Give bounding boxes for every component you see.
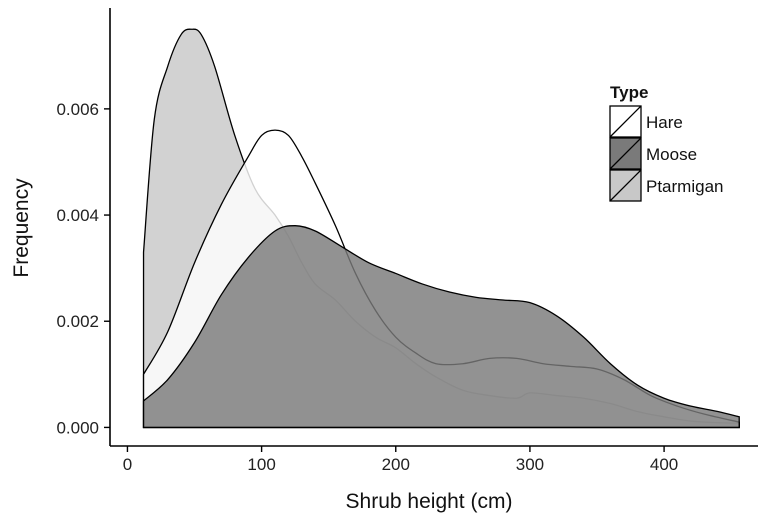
legend-key-slash: [609, 137, 642, 170]
legend-key-slash: [609, 169, 642, 202]
x-tick-label: 200: [382, 455, 410, 474]
legend: Type Hare Moose Ptarmigan: [609, 83, 723, 202]
x-tick-label: 300: [516, 455, 544, 474]
x-tick-label: 100: [247, 455, 275, 474]
x-axis-title: Shrub height (cm): [346, 490, 513, 513]
legend-item-ptarmigan: Ptarmigan: [609, 169, 723, 202]
legend-key-slash: [609, 105, 642, 138]
legend-label-moose: Moose: [646, 145, 697, 164]
x-axis-ticks: 0 100 200 300 400: [123, 446, 678, 474]
density-area-moose: [142, 225, 740, 429]
y-tick-label: 0.004: [56, 206, 99, 225]
legend-title: Type: [610, 83, 648, 102]
y-axis-title: Frequency: [10, 178, 33, 278]
x-tick-label: 400: [650, 455, 678, 474]
legend-item-hare: Hare: [609, 105, 683, 138]
legend-item-moose: Moose: [609, 137, 697, 170]
y-tick-label: 0.002: [56, 312, 99, 331]
legend-label-hare: Hare: [646, 113, 683, 132]
x-tick-label: 0: [123, 455, 132, 474]
y-tick-label: 0.000: [56, 418, 99, 437]
plot-area: [142, 28, 740, 429]
y-axis-ticks: 0.000 0.002 0.004 0.006: [56, 100, 110, 437]
axes: [109, 8, 758, 447]
y-tick-label: 0.006: [56, 100, 99, 119]
legend-label-ptarmigan: Ptarmigan: [646, 177, 723, 196]
